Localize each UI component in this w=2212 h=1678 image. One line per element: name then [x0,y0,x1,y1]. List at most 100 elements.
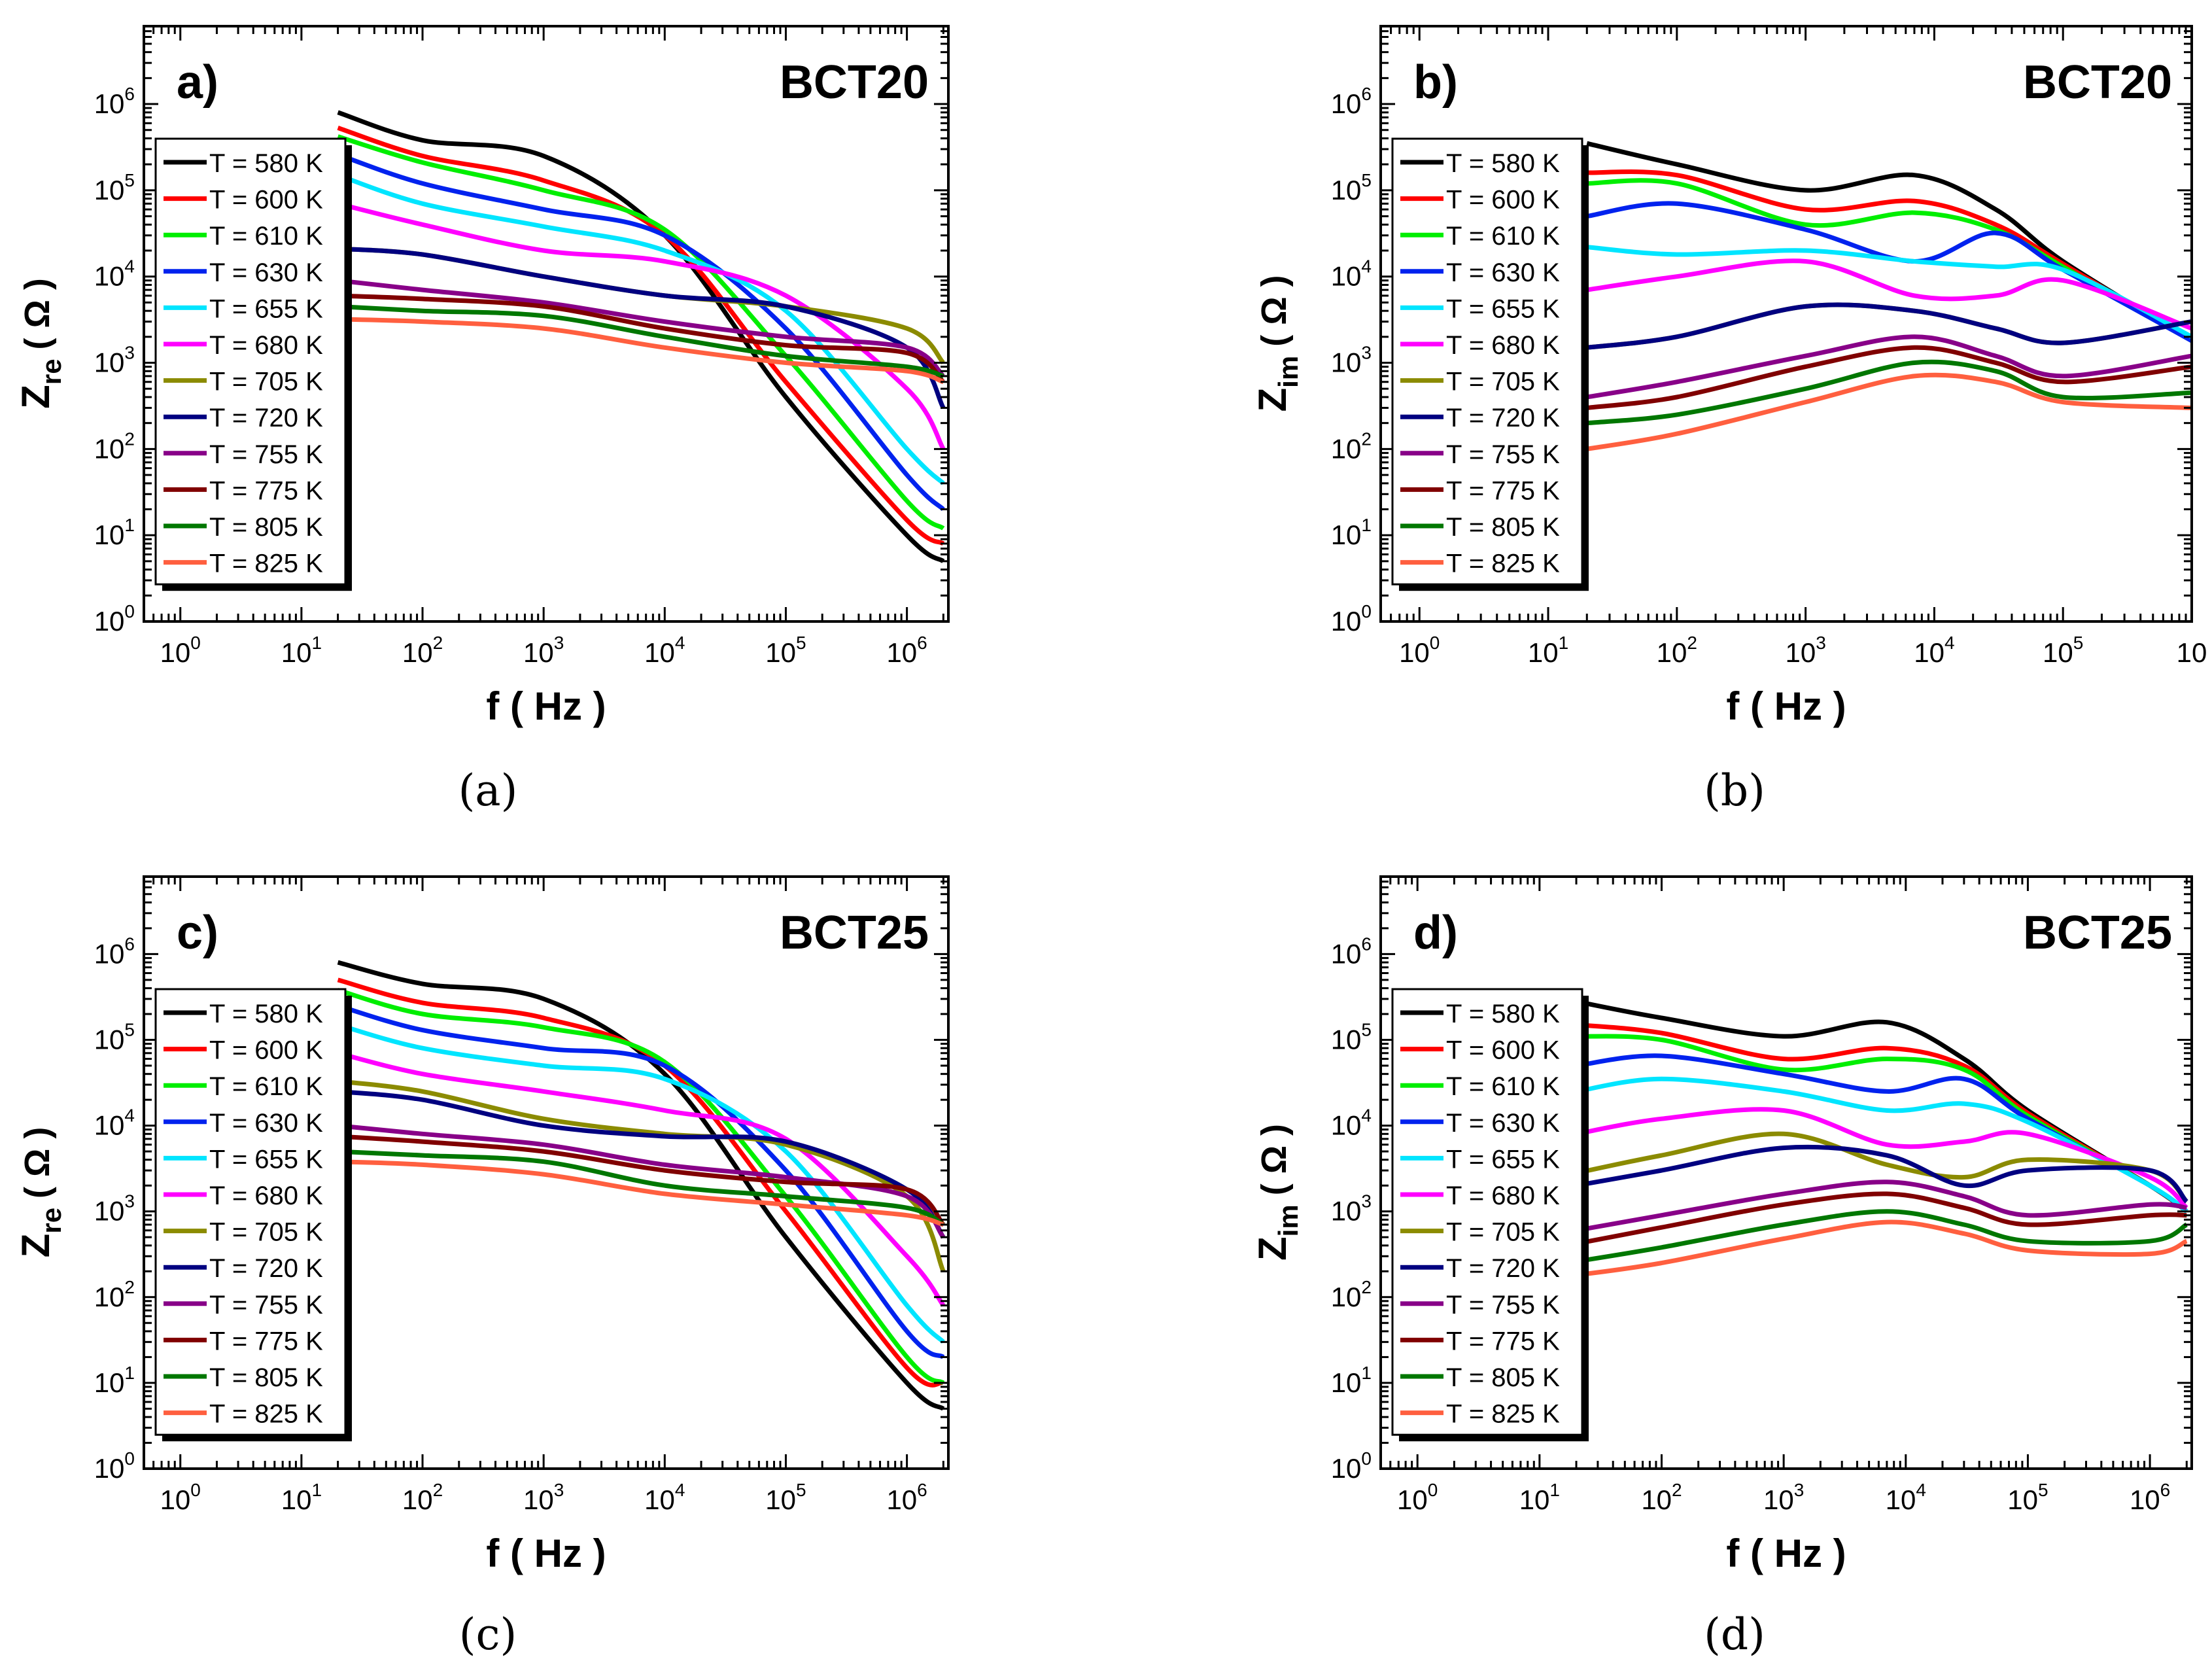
x-tick-label: 100 [160,633,201,668]
y-tick-label: 106 [94,934,135,969]
chart-panel-d: 100 101 102 103 104 105 106 100 101 102 103 104 105 1… [1251,875,2193,1575]
legend-entry: T = 720 K [1446,404,1560,432]
legend-entry: T = 630 K [1446,258,1560,287]
x-tick-label: 100 [160,1480,201,1515]
y-tick-label: 106 [1331,84,1372,119]
series-line-T755 [1586,334,2192,400]
y-tick-label: 105 [94,1019,135,1055]
legend-entry: T = 705 K [209,368,323,396]
x-axis-label: f ( Hz ) [1726,684,1846,728]
legend-entry: T = 755 K [209,440,323,469]
x-tick-label: 105 [2007,1480,2048,1515]
chart-panel-c: 100 101 102 103 104 105 106 100 101 102 103 104 105 1… [14,875,950,1575]
y-tick-label: 102 [1331,428,1372,464]
legend-box [1391,988,1583,1436]
series-line-T630 [337,152,945,512]
series-line-T805 [337,1149,945,1227]
x-tick-label: 102 [402,1480,443,1515]
legend-entry: T = 680 K [209,331,323,360]
series-line-T755 [337,278,945,378]
y-tick-label: 104 [1331,256,1372,292]
legend-entry: T = 720 K [209,404,323,432]
legend-entry: T = 720 K [1446,1254,1560,1283]
chart-panel-a: 100 101 102 103 104 105 106 100 101 102 103 104 105 1… [14,25,950,728]
legend-entry: T = 580 K [209,149,323,178]
x-tick-label: 103 [523,1480,564,1515]
y-tick-label: 105 [1331,1019,1372,1055]
series-line-T755 [1576,1180,2187,1233]
series-line-T655 [337,1023,945,1344]
y-tick-label: 102 [1331,1277,1372,1312]
legend-entry: T = 630 K [1446,1109,1560,1138]
y-axis-label: Zre( Ω ) [14,1127,67,1258]
sample-name: BCT25 [2023,907,2172,959]
plot-frame [143,25,950,623]
legend-entry: T = 655 K [209,294,323,323]
x-tick-label: 100 [1399,633,1440,668]
x-tick-label: 100 [1397,1480,1438,1515]
panel-label: b) [1413,56,1458,109]
series-line-T610 [337,134,945,531]
legend-entry: T = 655 K [209,1145,323,1174]
y-tick-label: 101 [94,1363,135,1398]
x-tick-label: 104 [1914,633,1954,668]
y-tick-label: 101 [1331,1363,1372,1398]
series-line-T775 [1576,1191,2187,1246]
legend-entry: T = 755 K [209,1291,323,1320]
series-line-T825 [337,1159,944,1227]
y-tick-label: 102 [94,428,135,464]
sample-name: BCT20 [780,56,929,109]
legend-entry: T = 655 K [1446,1145,1560,1174]
y-tick-label: 106 [94,84,135,119]
x-tick-label: 103 [1785,633,1825,668]
legend-entry: T = 805 K [1446,513,1560,542]
legend-entry: T = 805 K [209,513,323,542]
x-tick-label: 105 [2043,633,2083,668]
y-tick-label: 100 [1331,601,1372,637]
series-line-T825 [1586,372,2192,451]
y-tick-label: 103 [1331,343,1372,378]
legend-entry: T = 825 K [1446,1400,1560,1429]
legend-entry: T = 705 K [1446,368,1560,396]
plot-frame [1379,875,2193,1470]
x-tick-label: 103 [523,633,564,668]
series-line-T630 [337,1003,945,1359]
series-line-T775 [1586,345,2192,410]
series-line-T805 [1576,1209,2188,1264]
x-tick-label: 102 [1641,1480,1682,1515]
series-line-T825 [337,317,944,385]
legend-entry: T = 755 K [1446,440,1560,469]
series-line-T655 [337,173,945,485]
x-tick-label: 103 [1763,1480,1804,1515]
x-axis-label: f ( Hz ) [486,1531,606,1575]
x-tick-label: 106 [2130,1480,2170,1515]
legend-entry: T = 600 K [209,186,323,215]
caption-d: (d) [1704,1609,1765,1660]
y-tick-label: 101 [1331,515,1372,550]
x-tick-label: 101 [281,1480,322,1515]
y-axis-label: Zim( Ω ) [1251,1124,1304,1261]
sample-name: BCT20 [2023,56,2172,109]
x-axis-label: f ( Hz ) [486,684,606,728]
y-axis-label: Zim( Ω ) [1251,275,1304,412]
panel-label: d) [1413,907,1458,959]
y-tick-label: 101 [94,515,135,550]
series-line-T720 [1576,1144,2188,1204]
legend-entry: T = 705 K [209,1218,323,1247]
x-tick-label: 105 [765,633,806,668]
series-line-T580 [337,110,945,563]
y-tick-label: 105 [1331,170,1372,205]
legend-entry: T = 610 K [1446,1072,1560,1101]
y-tick-label: 100 [1331,1448,1372,1484]
x-tick-label: 101 [1528,633,1568,668]
legend-entry: T = 825 K [1446,550,1560,578]
legend-entry: T = 630 K [209,258,323,287]
series-line-T720 [337,1089,946,1239]
x-tick-label: 104 [644,1480,685,1515]
legend-entry: T = 705 K [1446,1218,1560,1247]
caption-a: (a) [458,765,518,816]
y-tick-label: 106 [1331,934,1372,969]
caption-b: (b) [1704,765,1765,816]
legend-entry: T = 580 K [209,1000,323,1028]
